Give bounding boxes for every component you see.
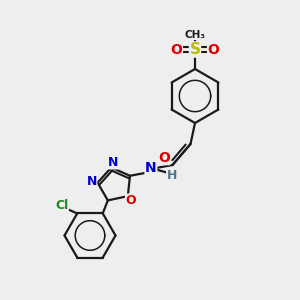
Text: Cl: Cl	[55, 200, 68, 212]
Text: O: O	[125, 194, 136, 207]
Text: S: S	[190, 42, 200, 57]
Text: CH₃: CH₃	[184, 29, 206, 40]
Text: H: H	[167, 169, 177, 182]
Text: O: O	[170, 43, 182, 56]
Text: O: O	[208, 43, 220, 56]
Text: N: N	[108, 156, 118, 169]
Text: O: O	[158, 151, 170, 165]
Text: N: N	[145, 161, 157, 175]
Text: N: N	[86, 175, 97, 188]
